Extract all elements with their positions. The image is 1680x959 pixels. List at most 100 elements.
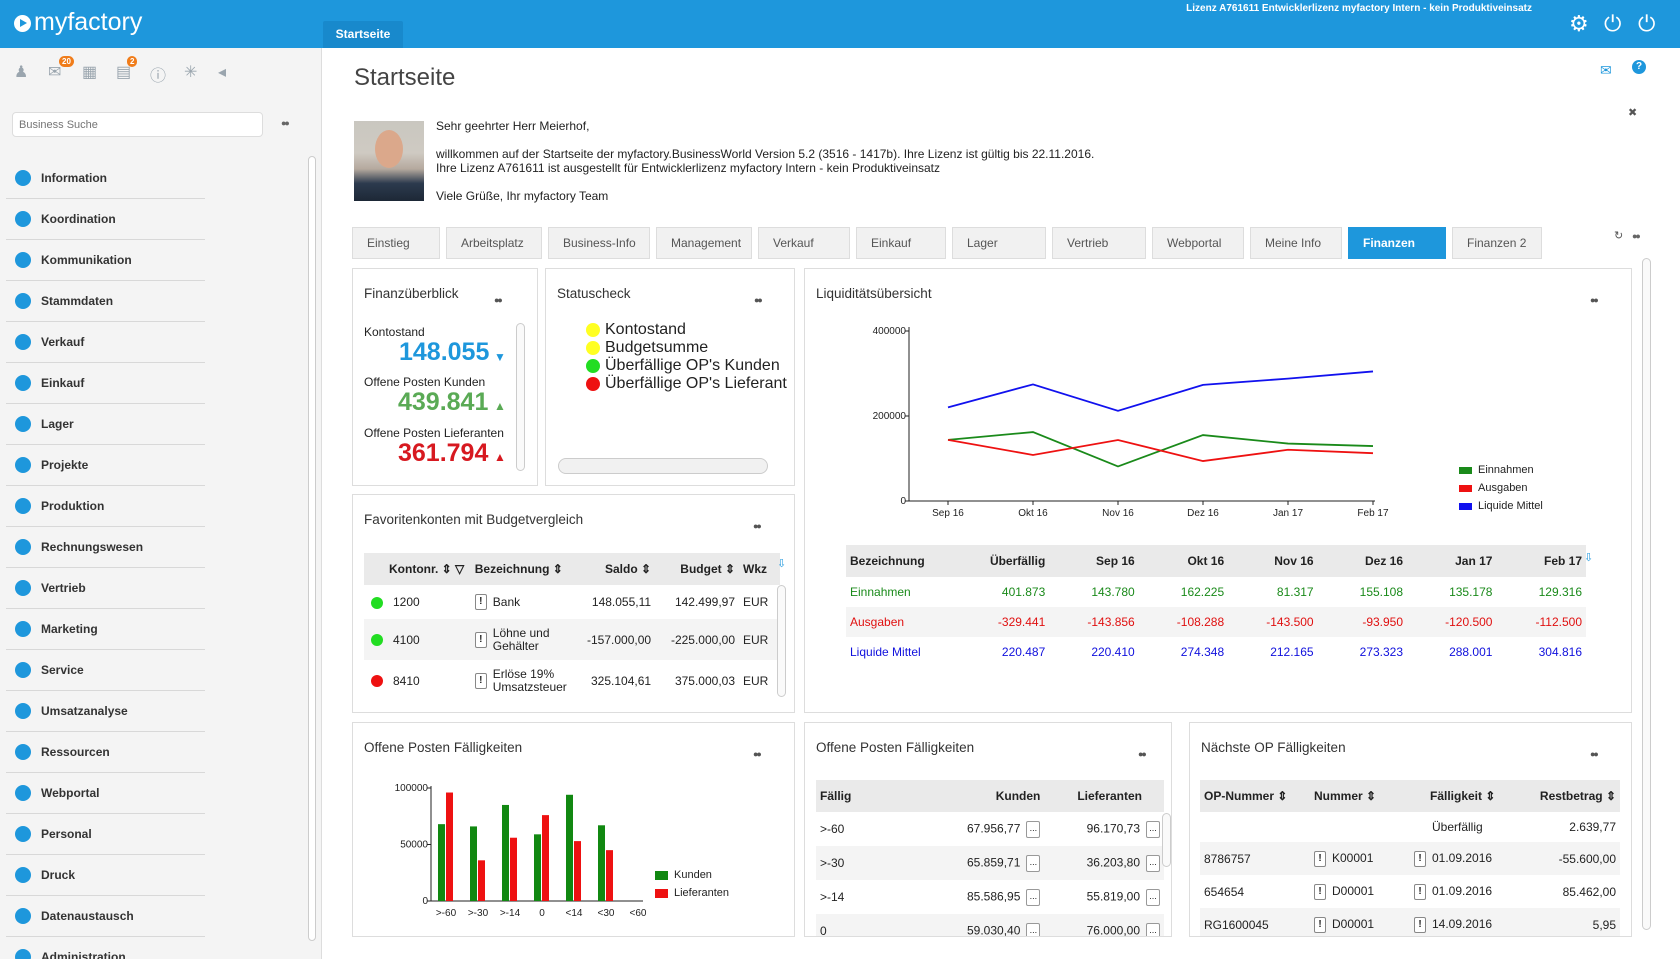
panel-options-icon[interactable]: ●●	[1590, 295, 1599, 305]
details-button[interactable]: !	[1314, 883, 1326, 900]
sidebar-item-einkauf[interactable]: Einkauf	[6, 363, 205, 404]
table-row[interactable]: RG1600045! D00001! 14.09.2016 5,95	[1200, 908, 1620, 936]
col-nummer[interactable]: Nummer ⇕	[1310, 780, 1410, 812]
tab-startseite[interactable]: Startseite	[323, 21, 403, 48]
myfactory-logo[interactable]: myfactory	[14, 8, 142, 37]
more-button[interactable]: ...	[1026, 820, 1041, 838]
sidebar-item-vertrieb[interactable]: Vertrieb	[6, 568, 205, 609]
table-row[interactable]: Einnahmen 401.873 143.780 162.225 81.317 155.…	[846, 577, 1586, 607]
more-button[interactable]: ...	[1146, 888, 1160, 906]
col-header[interactable]: Bezeichnung	[846, 545, 960, 577]
statuscheck-hscrollbar[interactable]	[558, 458, 768, 474]
panel-options-icon[interactable]: ●●	[754, 295, 763, 305]
col-header[interactable]: Dez 16	[1317, 545, 1408, 577]
table-row[interactable]: 1200! Bank 148.055,11 142.499,97 EUR	[364, 585, 780, 619]
table-row[interactable]: >-30 65.859,71... 36.203,80...	[816, 846, 1164, 880]
more-button[interactable]: ...	[1146, 820, 1160, 838]
search-options-icon[interactable]: ●●	[281, 118, 290, 128]
sidebar-item-service[interactable]: Service	[6, 650, 205, 691]
panel-options-icon[interactable]: ●●	[753, 521, 762, 531]
panel-options-icon[interactable]: ●●	[1590, 749, 1599, 759]
details-button[interactable]: !	[474, 594, 487, 610]
sidebar-item-webportal[interactable]: Webportal	[6, 773, 205, 814]
main-scrollbar[interactable]	[1642, 258, 1651, 930]
tab-webportal[interactable]: Webportal	[1152, 227, 1244, 259]
sidebar-item-koordination[interactable]: Koordination	[6, 199, 205, 240]
sidebar-item-stammdaten[interactable]: Stammdaten	[6, 281, 205, 322]
col-saldo[interactable]: Saldo ⇕	[577, 553, 656, 585]
details-button[interactable]: !	[474, 672, 487, 689]
tab-verkauf[interactable]: Verkauf	[758, 227, 850, 259]
col-header[interactable]: Feb 17	[1496, 545, 1586, 577]
sidebar-item-rechnungswesen[interactable]: Rechnungswesen	[6, 527, 205, 568]
sidebar-item-druck[interactable]: Druck	[6, 855, 205, 896]
col-faelligkeit[interactable]: Fälligkeit ⇕	[1410, 780, 1520, 812]
sidebar-item-verkauf[interactable]: Verkauf	[6, 322, 205, 363]
calendar-icon[interactable]: ▦	[82, 64, 98, 81]
details-button[interactable]: !	[1414, 916, 1426, 933]
tab-finanzen[interactable]: Finanzen	[1348, 227, 1446, 259]
col-header[interactable]: Okt 16	[1138, 545, 1229, 577]
sidebar-item-lager[interactable]: Lager	[6, 404, 205, 445]
collapse-icon[interactable]: ◂	[218, 64, 227, 81]
tab-management[interactable]: Management	[656, 227, 752, 259]
col-op-nummer[interactable]: OP-Nummer ⇕	[1200, 780, 1310, 812]
table-row[interactable]: >-60 67.956,77... 96.170,73...	[816, 812, 1164, 846]
more-button[interactable]: ...	[1026, 922, 1041, 936]
sidebar-item-personal[interactable]: Personal	[6, 814, 205, 855]
tab-vertrieb[interactable]: Vertrieb	[1052, 227, 1146, 259]
tab-einstieg[interactable]: Einstieg	[352, 227, 440, 259]
col-wkz[interactable]: Wkz	[739, 553, 780, 585]
col-header[interactable]: Jan 17	[1407, 545, 1497, 577]
user-icon[interactable]: ♟	[14, 64, 29, 81]
sidebar-item-produktion[interactable]: Produktion	[6, 486, 205, 527]
more-button[interactable]: ...	[1146, 922, 1160, 936]
table-row[interactable]: 0 59.030,40... 76.000,00...	[816, 914, 1164, 936]
tab-einkauf[interactable]: Einkauf	[856, 227, 946, 259]
op-kunden-value[interactable]: 439.841	[398, 388, 489, 416]
sidebar-item-datenaustausch[interactable]: Datenaustausch	[6, 896, 205, 937]
table-row[interactable]: 8786757! K00001! 01.09.2016 -55.600,00	[1200, 842, 1620, 875]
logout-icon[interactable]: ⏻	[1638, 11, 1656, 36]
panel-options-icon[interactable]: ●●	[1138, 749, 1147, 759]
op-table-scrollbar[interactable]	[1162, 813, 1171, 867]
table-row[interactable]: >-14 85.586,95... 55.819,00...	[816, 880, 1164, 914]
details-button[interactable]: !	[1414, 883, 1426, 900]
sidebar-item-information[interactable]: Information	[6, 158, 205, 199]
export-icon[interactable]: ⇩	[1584, 552, 1594, 564]
business-search-input[interactable]	[12, 112, 263, 137]
col-header[interactable]: Sep 16	[1049, 545, 1139, 577]
col-faellig[interactable]: Fällig	[816, 780, 914, 812]
col-bezeichnung[interactable]: Bezeichnung ⇕	[470, 553, 578, 585]
details-button[interactable]: !	[1314, 916, 1326, 933]
close-welcome-icon[interactable]: ✖	[1628, 107, 1638, 119]
mail-icon[interactable]: ✉	[1600, 62, 1612, 78]
col-header[interactable]: Überfällig	[959, 545, 1050, 577]
refresh-icon[interactable]: ↻	[1614, 230, 1624, 242]
more-button[interactable]: ...	[1026, 888, 1041, 906]
table-row[interactable]: 8410! Erlöse 19% Umsatzsteuer 325.104,61 37…	[364, 660, 780, 701]
op-lief-value[interactable]: 361.794	[398, 439, 489, 467]
sidebar-item-marketing[interactable]: Marketing	[6, 609, 205, 650]
panel-options-icon[interactable]: ●●	[753, 749, 762, 759]
tab-finanzen-2[interactable]: Finanzen 2	[1452, 227, 1542, 259]
tab-meine-info[interactable]: Meine Info	[1250, 227, 1342, 259]
table-row[interactable]: 4100! Löhne und Gehälter -157.000,00 -225.0…	[364, 619, 780, 660]
details-button[interactable]: !	[1414, 850, 1426, 867]
sidebar-item-projekte[interactable]: Projekte	[6, 445, 205, 486]
export-icon[interactable]: ⇩	[777, 558, 787, 570]
more-button[interactable]: ...	[1026, 854, 1041, 872]
col-restbetrag[interactable]: Restbetrag ⇕	[1520, 780, 1620, 812]
col-lieferanten[interactable]: Lieferanten	[1044, 780, 1164, 812]
sidebar-item-administration[interactable]: Administration	[6, 937, 205, 959]
sidebar-item-kommunikation[interactable]: Kommunikation	[6, 240, 205, 281]
sidebar-item-umsatzanalyse[interactable]: Umsatzanalyse	[6, 691, 205, 732]
col-budget[interactable]: Budget ⇕	[655, 553, 740, 585]
col-kontonr[interactable]: Kontonr. ⇕ ▽	[364, 553, 471, 585]
table-row[interactable]: 654654! D00001! 01.09.2016 85.462,00	[1200, 875, 1620, 908]
sidebar-scrollbar[interactable]	[308, 156, 316, 941]
col-header[interactable]: Nov 16	[1228, 545, 1318, 577]
kontostand-value[interactable]: 148.055	[399, 338, 490, 366]
settings-gear-icon[interactable]: ⚙	[1569, 11, 1589, 36]
table-row[interactable]: Liquide Mittel 220.487 220.410 274.348 212.1…	[846, 637, 1586, 667]
